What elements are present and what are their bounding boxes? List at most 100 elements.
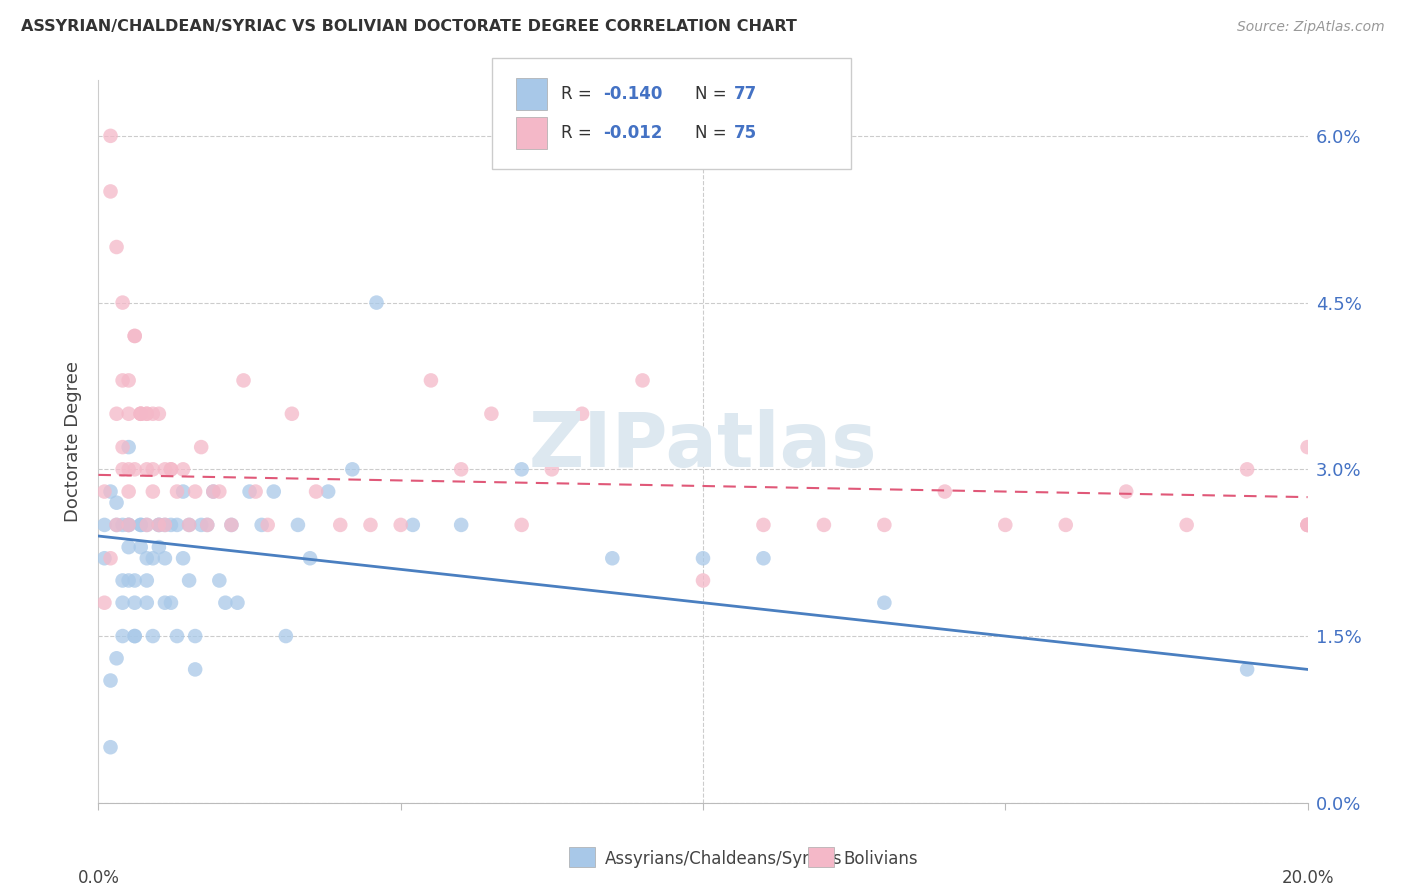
Point [142,484,165,499]
Point [420,373,443,387]
Point [245,484,267,499]
Point [184,662,207,676]
Point [105,517,128,532]
Text: 77: 77 [734,85,758,103]
Point [813,517,835,532]
Point [124,462,146,476]
Point [118,373,141,387]
Point [994,517,1017,532]
Point [274,629,297,643]
Point [692,551,714,566]
Point [1296,517,1319,532]
Point [160,596,183,610]
Point [142,629,165,643]
Point [118,540,141,554]
Point [934,484,956,499]
Point [148,517,170,532]
Point [93,596,115,610]
Point [129,540,152,554]
Text: 20.0%: 20.0% [1281,870,1334,888]
Point [148,517,170,532]
Point [93,551,115,566]
Point [299,551,322,566]
Point [214,596,236,610]
Point [256,517,278,532]
Point [263,484,285,499]
Text: 0.0%: 0.0% [77,870,120,888]
Point [166,629,188,643]
Point [100,551,122,566]
Point [118,462,141,476]
Point [153,517,176,532]
Point [221,517,243,532]
Text: ZIPatlas: ZIPatlas [529,409,877,483]
Point [135,574,157,588]
Point [105,517,128,532]
Point [202,484,225,499]
Point [166,517,188,532]
Point [105,651,128,665]
Point [118,574,141,588]
Point [105,496,128,510]
Point [129,517,152,532]
Point [111,295,134,310]
Text: 75: 75 [734,124,756,142]
Point [1296,517,1319,532]
Point [481,407,503,421]
Point [135,596,157,610]
Text: Assyrians/Chaldeans/Syriacs: Assyrians/Chaldeans/Syriacs [605,850,842,868]
Point [111,629,134,643]
Point [510,462,533,476]
Point [124,329,146,343]
Point [184,629,207,643]
Point [118,440,141,454]
Point [179,517,201,532]
Point [510,517,533,532]
Point [450,517,472,532]
Point [602,551,624,566]
Point [172,462,194,476]
Point [172,484,194,499]
Point [281,407,304,421]
Point [190,440,212,454]
Point [202,484,225,499]
Point [179,574,201,588]
Point [208,484,231,499]
Text: N =: N = [695,85,731,103]
Point [571,407,593,421]
Text: -0.012: -0.012 [603,124,662,142]
Point [1296,517,1319,532]
Point [111,517,134,532]
Point [148,517,170,532]
Point [118,517,141,532]
Point [160,462,183,476]
Point [166,484,188,499]
Point [100,484,122,499]
Point [124,596,146,610]
Point [239,484,262,499]
Point [118,517,141,532]
Point [124,629,146,643]
Point [124,629,146,643]
Point [148,540,170,554]
Point [135,462,157,476]
Point [118,407,141,421]
Point [752,517,775,532]
Point [873,596,896,610]
Point [129,407,152,421]
Point [142,462,165,476]
Text: Source: ZipAtlas.com: Source: ZipAtlas.com [1237,21,1385,34]
Point [111,462,134,476]
Point [190,517,212,532]
Point [873,517,896,532]
Point [153,551,176,566]
Point [226,596,249,610]
Point [129,407,152,421]
Point [195,517,218,532]
Point [450,462,472,476]
Point [752,551,775,566]
Point [129,407,152,421]
Point [360,517,382,532]
Point [1054,517,1077,532]
Point [100,128,122,143]
